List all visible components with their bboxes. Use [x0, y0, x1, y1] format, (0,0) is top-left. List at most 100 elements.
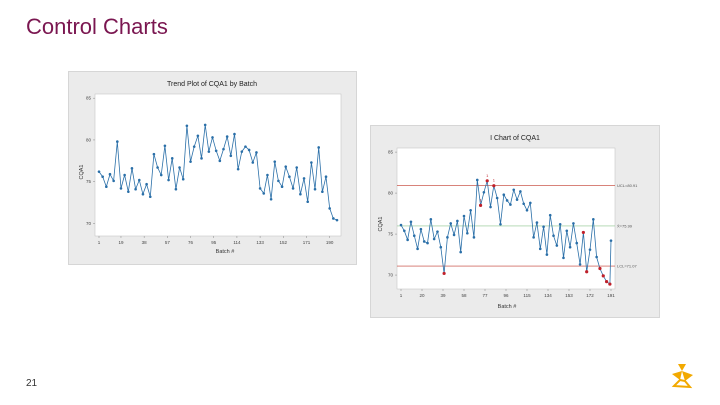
- data-point: [116, 140, 119, 143]
- out-of-control-point: [492, 184, 496, 188]
- data-point: [189, 160, 192, 163]
- y-tick-label: 80: [86, 137, 92, 142]
- x-axis-label: Batch #: [216, 249, 236, 255]
- out-of-control-point: [608, 282, 612, 286]
- data-point: [181, 177, 185, 181]
- out-of-control-point: [604, 280, 609, 284]
- data-point: [291, 187, 295, 190]
- flag-label: 1: [486, 173, 489, 178]
- data-point: [244, 145, 247, 148]
- data-point: [145, 182, 148, 186]
- x-tick-label: 114: [233, 240, 241, 245]
- data-point: [416, 247, 419, 251]
- data-point: [123, 173, 126, 177]
- x-tick-label: 134: [544, 293, 552, 298]
- data-point: [409, 220, 413, 224]
- data-point: [137, 178, 141, 182]
- data-point: [452, 233, 456, 237]
- data-point: [555, 244, 559, 247]
- data-point: [512, 188, 516, 192]
- data-point: [134, 187, 137, 191]
- data-point: [429, 218, 433, 221]
- data-point: [403, 229, 406, 233]
- data-point: [280, 185, 284, 189]
- data-point: [472, 236, 476, 239]
- out-of-control-point: [601, 274, 605, 278]
- data-point: [269, 197, 273, 201]
- data-point: [211, 136, 214, 139]
- y-tick-label: 70: [86, 221, 92, 226]
- y-tick-label: 85: [388, 150, 394, 155]
- x-tick-label: 76: [188, 240, 194, 245]
- x-axis-label: Batch #: [498, 304, 518, 310]
- out-of-control-point: [581, 230, 585, 235]
- data-point: [489, 205, 492, 209]
- data-point: [310, 161, 313, 164]
- data-point: [262, 192, 266, 195]
- data-point: [119, 187, 123, 190]
- data-point: [240, 150, 244, 153]
- data-point: [332, 217, 335, 220]
- data-point: [200, 157, 203, 160]
- data-point: [141, 192, 145, 196]
- data-point: [502, 193, 506, 197]
- x-tick-label: 190: [326, 240, 334, 245]
- trend-plot-panel: Trend Plot of CQA1 by Batch Batch # CQA1…: [68, 71, 357, 265]
- data-point: [163, 144, 167, 148]
- data-point: [159, 173, 163, 177]
- data-point: [130, 167, 134, 170]
- chart-title: Trend Plot of CQA1 by Batch: [167, 81, 257, 88]
- data-point: [529, 201, 532, 205]
- data-point: [218, 159, 222, 163]
- brand-logo-icon: [671, 364, 693, 389]
- data-point: [399, 223, 403, 227]
- out-of-control-point: [585, 270, 589, 274]
- x-tick-label: 152: [280, 240, 288, 245]
- data-point: [156, 166, 159, 169]
- data-point: [446, 236, 449, 239]
- x-tick-label: 20: [419, 293, 425, 298]
- data-point: [535, 221, 539, 224]
- data-point: [558, 222, 562, 226]
- lcl-line-label: LCL=71.07: [617, 264, 637, 269]
- data-point: [572, 222, 575, 225]
- data-point: [538, 247, 542, 251]
- data-point: [196, 134, 200, 138]
- y-tick-label: 80: [388, 191, 394, 196]
- out-of-control-point: [485, 179, 489, 183]
- data-point: [225, 135, 229, 138]
- data-point: [335, 218, 339, 222]
- data-point: [167, 178, 170, 182]
- y-tick-label: 75: [86, 179, 92, 184]
- x-tick-label: 19: [118, 240, 124, 245]
- data-point: [192, 145, 196, 148]
- x-tick-label: 153: [565, 293, 573, 298]
- x-tick-label: 58: [461, 293, 467, 298]
- data-point: [170, 157, 174, 160]
- data-point: [101, 175, 104, 178]
- data-point: [112, 179, 115, 183]
- slide-title: Control Charts: [26, 14, 168, 39]
- chart-title: I Chart of CQA1: [490, 135, 540, 142]
- data-point: [148, 195, 152, 199]
- data-point: [525, 209, 529, 212]
- data-point: [588, 248, 592, 251]
- data-point: [552, 234, 555, 238]
- i-chart-panel: I Chart of CQA1 Batch # CQA1 70 75 80 85 1 20…: [370, 125, 660, 318]
- data-point: [233, 132, 236, 136]
- data-point: [284, 165, 288, 168]
- x-tick-label: 171: [303, 240, 311, 245]
- x-tick-label: 96: [503, 293, 509, 298]
- data-point: [609, 239, 613, 242]
- data-point: [321, 190, 324, 194]
- data-point: [499, 222, 502, 226]
- data-point: [328, 207, 331, 210]
- data-point: [295, 166, 299, 169]
- data-point: [509, 203, 512, 206]
- flag-label: 1: [493, 178, 496, 183]
- y-tick-label: 85: [86, 96, 92, 101]
- data-point: [515, 198, 519, 201]
- data-point: [519, 190, 522, 193]
- data-point: [152, 152, 156, 156]
- data-point: [185, 124, 189, 128]
